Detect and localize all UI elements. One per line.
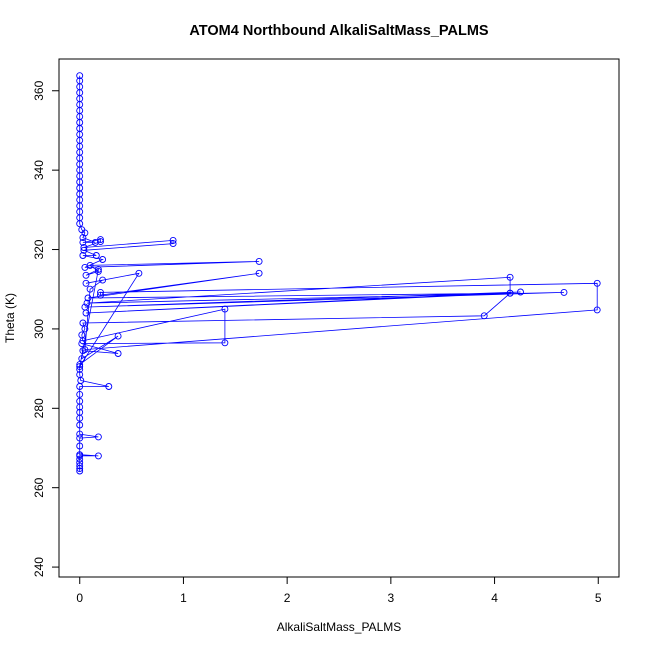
data-point xyxy=(169,240,177,248)
data-point xyxy=(94,265,102,273)
data-point xyxy=(81,325,89,333)
data-point xyxy=(76,363,84,371)
data-point xyxy=(76,451,84,459)
data-point xyxy=(79,252,87,259)
data-point xyxy=(517,288,524,296)
data-point xyxy=(506,289,514,297)
y-tick-label: 240 xyxy=(32,557,46,577)
data-point xyxy=(76,459,84,467)
data-point xyxy=(560,288,568,296)
data-point xyxy=(79,319,87,327)
data-point xyxy=(114,350,122,357)
data-point xyxy=(94,433,102,441)
data-point xyxy=(79,234,87,242)
x-tick-label: 4 xyxy=(491,591,498,605)
data-point xyxy=(221,305,229,313)
data-point xyxy=(76,72,84,80)
y-axis-label: Theta (K) xyxy=(3,293,17,343)
data-point xyxy=(82,271,90,279)
data-point xyxy=(76,77,84,85)
data-point xyxy=(506,273,514,281)
data-point xyxy=(221,339,229,347)
x-tick-label: 3 xyxy=(388,591,395,605)
data-point xyxy=(76,462,84,470)
data-point xyxy=(78,331,86,339)
data-point xyxy=(97,288,104,296)
data-point xyxy=(135,269,143,277)
data-point xyxy=(80,244,88,251)
data-point xyxy=(97,238,104,246)
data-point xyxy=(76,365,84,373)
data-point xyxy=(169,236,177,244)
data-point xyxy=(99,256,107,263)
data-point xyxy=(76,361,84,369)
data-point xyxy=(94,267,102,275)
data-point xyxy=(86,285,94,293)
data-point xyxy=(78,355,86,363)
data-point xyxy=(76,397,84,405)
data-point xyxy=(105,383,113,390)
data-point xyxy=(84,294,92,302)
y-tick-label: 300 xyxy=(32,319,46,339)
x-axis: 0 1 2 3 4 5 xyxy=(76,576,602,605)
data-point xyxy=(76,442,84,450)
x-tick-label: 1 xyxy=(180,591,187,605)
data-point xyxy=(83,299,91,307)
data-point xyxy=(76,408,84,416)
chart-title: ATOM4 Northbound AlkaliSaltMass_PALMS xyxy=(189,23,488,39)
data-point xyxy=(76,371,84,379)
x-tick-label: 2 xyxy=(284,591,291,605)
series-layer xyxy=(76,72,601,475)
y-tick-label: 320 xyxy=(32,239,46,259)
data-point xyxy=(79,238,87,246)
data-point xyxy=(97,291,104,299)
data-point xyxy=(76,455,84,463)
y-axis: 240 260 280 300 320 340 360 xyxy=(32,80,60,577)
series-line xyxy=(79,75,598,471)
y-tick-label: 340 xyxy=(32,160,46,180)
data-point xyxy=(593,279,601,287)
x-tick-label: 0 xyxy=(76,591,83,605)
data-point xyxy=(97,236,104,244)
x-tick-label: 5 xyxy=(595,591,602,605)
data-point xyxy=(99,276,107,284)
data-point xyxy=(76,434,84,442)
data-point xyxy=(81,263,89,271)
plot-area-frame xyxy=(58,58,620,578)
y-tick-label: 360 xyxy=(32,80,46,100)
y-tick-label: 260 xyxy=(32,477,46,497)
data-point xyxy=(76,421,84,429)
data-point xyxy=(81,303,89,311)
data-point xyxy=(82,279,90,287)
data-point xyxy=(94,452,102,460)
data-point xyxy=(76,467,84,475)
data-point xyxy=(92,252,100,259)
data-point xyxy=(593,306,601,314)
x-axis-label: AlkaliSaltMass_PALMS xyxy=(277,620,402,634)
data-point xyxy=(81,346,89,354)
data-point xyxy=(78,226,86,234)
data-point xyxy=(480,312,488,320)
data-point xyxy=(76,390,84,398)
data-point xyxy=(76,430,84,438)
data-point xyxy=(255,269,263,277)
data-point xyxy=(114,332,122,340)
data-point xyxy=(255,257,263,265)
data-point xyxy=(80,246,88,254)
y-tick-label: 280 xyxy=(32,398,46,418)
data-point xyxy=(91,238,99,246)
